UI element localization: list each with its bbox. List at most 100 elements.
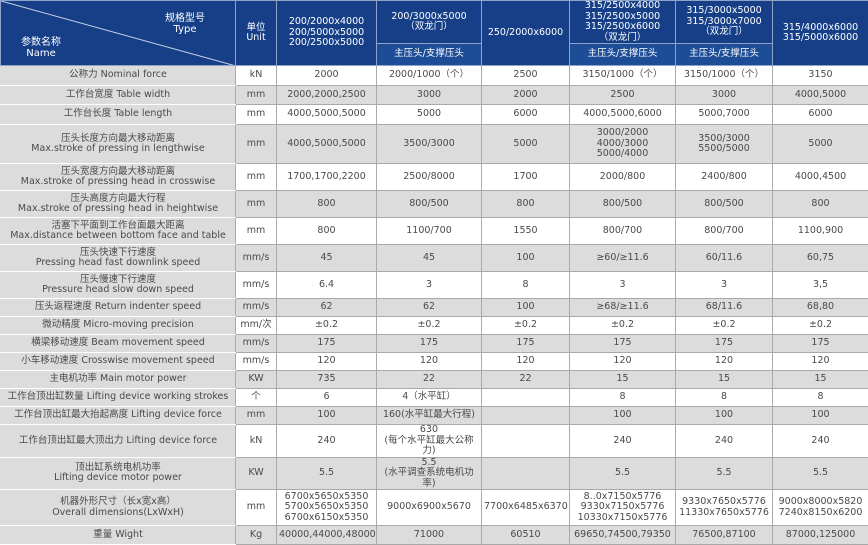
param-unit: KW bbox=[236, 457, 277, 490]
param-value: 2500 bbox=[570, 86, 676, 105]
param-value: 5.5 bbox=[277, 457, 377, 490]
param-value: 3000/2000 4000/3000 5000/4000 bbox=[570, 125, 676, 164]
param-value: ±0.2 bbox=[482, 317, 570, 335]
param-unit: mm/次 bbox=[236, 317, 277, 335]
param-value: 87000,125000 bbox=[773, 526, 868, 545]
table-row: 压头高度方向最大行程 Max.stroke of pressing head i… bbox=[1, 191, 868, 218]
param-unit: mm bbox=[236, 164, 277, 191]
param-value: 60510 bbox=[482, 526, 570, 545]
param-unit: mm bbox=[236, 191, 277, 218]
model-header: 200/3000x5000 （双龙门） bbox=[377, 1, 482, 44]
param-value: 68/11.6 bbox=[676, 299, 773, 317]
param-value: 8..0x7150x5776 9330x7150x5776 10330x7150… bbox=[570, 490, 676, 526]
model-subheader: 主压头/支撑压头 bbox=[570, 44, 676, 66]
param-value: 5.5 bbox=[570, 457, 676, 490]
param-name: 压头快速下行速度 Pressing head fast downlink spe… bbox=[1, 245, 236, 272]
param-value: 175 bbox=[570, 335, 676, 353]
param-value: 800/500 bbox=[676, 191, 773, 218]
param-value: 120 bbox=[277, 353, 377, 371]
param-value: 800/700 bbox=[676, 218, 773, 245]
param-name: 机器外形尺寸（长x宽x高） Overall dimensions(LxWxH) bbox=[1, 490, 236, 526]
param-value bbox=[482, 425, 570, 458]
param-name: 压头返程速度 Return indenter speed bbox=[1, 299, 236, 317]
param-value: ±0.2 bbox=[570, 317, 676, 335]
param-unit: KW bbox=[236, 371, 277, 389]
param-value: 800 bbox=[482, 191, 570, 218]
param-value: 6000 bbox=[773, 105, 868, 125]
param-value: 2000 bbox=[277, 66, 377, 86]
param-value: 2000/1000（个） bbox=[377, 66, 482, 86]
param-unit: mm/s bbox=[236, 245, 277, 272]
param-unit: mm/s bbox=[236, 299, 277, 317]
param-value: 76500,87100 bbox=[676, 526, 773, 545]
param-value: 6 bbox=[277, 389, 377, 407]
param-value: 5000 bbox=[773, 125, 868, 164]
param-value: 175 bbox=[773, 335, 868, 353]
table-row: 压头宽度方向最大移动距离 Max.stroke of pressing head… bbox=[1, 164, 868, 191]
param-name: 工作台顶出缸最大抬起高度 Lifting device force bbox=[1, 407, 236, 425]
param-value: 1700 bbox=[482, 164, 570, 191]
param-value: 5000 bbox=[482, 125, 570, 164]
param-unit: mm bbox=[236, 490, 277, 526]
param-value: 5000 bbox=[377, 105, 482, 125]
param-value: 175 bbox=[482, 335, 570, 353]
param-name: 工作台顶出缸最大顶出力 Lifting device force bbox=[1, 425, 236, 458]
param-value: 3500/3000 5500/5000 bbox=[676, 125, 773, 164]
param-value: 100 bbox=[482, 299, 570, 317]
param-value: 120 bbox=[377, 353, 482, 371]
param-value: 800 bbox=[773, 191, 868, 218]
param-value: 175 bbox=[377, 335, 482, 353]
model-header: 315/3000x5000 315/3000x7000 （双龙门） bbox=[676, 1, 773, 44]
param-unit: mm/s bbox=[236, 353, 277, 371]
param-value: 800 bbox=[277, 218, 377, 245]
param-name: 小车移动速度 Crosswise movement speed bbox=[1, 353, 236, 371]
param-unit: mm/s bbox=[236, 272, 277, 299]
model-header: 250/2000x6000 bbox=[482, 1, 570, 66]
param-value: 5.5 (水平调查系统电机功率) bbox=[377, 457, 482, 490]
param-value: 120 bbox=[773, 353, 868, 371]
param-value: 160(水平缸最大行程) bbox=[377, 407, 482, 425]
param-unit: mm/s bbox=[236, 335, 277, 353]
param-value: 240 bbox=[570, 425, 676, 458]
table-row: 机器外形尺寸（长x宽x高） Overall dimensions(LxWxH) … bbox=[1, 490, 868, 526]
param-name: 重量 Wight bbox=[1, 526, 236, 545]
param-name: 主电机功率 Main motor power bbox=[1, 371, 236, 389]
param-value: ≥68/≥11.6 bbox=[570, 299, 676, 317]
param-value: 800/500 bbox=[377, 191, 482, 218]
param-value: 60,75 bbox=[773, 245, 868, 272]
table-row: 微动精度 Micro-moving precision mm/次±0.2±0.2… bbox=[1, 317, 868, 335]
param-value: ±0.2 bbox=[773, 317, 868, 335]
param-name: 压头宽度方向最大移动距离 Max.stroke of pressing head… bbox=[1, 164, 236, 191]
param-name: 工作台宽度 Table width bbox=[1, 86, 236, 105]
param-value: 68,80 bbox=[773, 299, 868, 317]
param-value: 3150/1000（个） bbox=[570, 66, 676, 86]
param-value: 3,5 bbox=[773, 272, 868, 299]
param-value: 100 bbox=[482, 245, 570, 272]
param-value: 4（水平缸） bbox=[377, 389, 482, 407]
param-value: 2500 bbox=[482, 66, 570, 86]
param-unit: mm bbox=[236, 125, 277, 164]
param-value: 5000,7000 bbox=[676, 105, 773, 125]
param-value: 15 bbox=[676, 371, 773, 389]
model-subheader: 主压头/支撑压头 bbox=[676, 44, 773, 66]
param-unit: 个 bbox=[236, 389, 277, 407]
param-value: 100 bbox=[277, 407, 377, 425]
param-value: 15 bbox=[570, 371, 676, 389]
param-unit: mm bbox=[236, 105, 277, 125]
param-value: 800 bbox=[277, 191, 377, 218]
param-value: 3150 bbox=[773, 66, 868, 86]
param-name: 工作台长度 Table length bbox=[1, 105, 236, 125]
param-value: 4000,5000,5000 bbox=[277, 125, 377, 164]
param-value: 3000 bbox=[377, 86, 482, 105]
param-value: 6.4 bbox=[277, 272, 377, 299]
param-value: 5.5 bbox=[773, 457, 868, 490]
